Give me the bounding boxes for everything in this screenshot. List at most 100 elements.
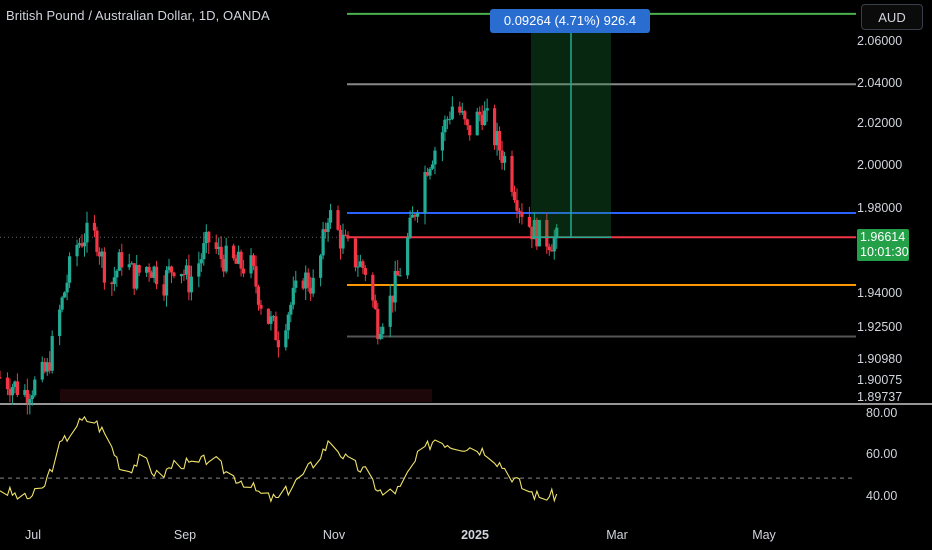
- candle-body: [483, 110, 487, 125]
- candle-body: [150, 272, 154, 278]
- candle-body: [378, 334, 382, 339]
- candle-body: [341, 234, 345, 249]
- candle-body: [458, 106, 462, 113]
- candle-body: [465, 119, 469, 126]
- candle-body: [189, 276, 193, 293]
- price-axis-label: 1.90075: [857, 373, 903, 387]
- candle-body: [336, 210, 340, 230]
- candle-body: [550, 250, 554, 252]
- price-axis-label: 2.02000: [857, 116, 903, 130]
- candle-body: [65, 282, 69, 293]
- candle-body: [428, 168, 432, 176]
- candle-body: [413, 214, 417, 217]
- time-axis-label: Mar: [606, 528, 628, 542]
- candle-body: [415, 213, 420, 217]
- candle-body: [460, 111, 464, 113]
- candle-body: [40, 361, 44, 380]
- time-axis-label: Sep: [173, 528, 197, 542]
- candle-body: [152, 266, 156, 278]
- candle-body: [291, 287, 295, 305]
- candle-body: [319, 255, 323, 278]
- candle-body: [207, 231, 211, 243]
- price-axis-label: 2.00000: [857, 158, 903, 172]
- candle-body: [425, 172, 430, 176]
- candle-body: [326, 222, 330, 232]
- candle-body: [555, 227, 559, 239]
- candle-body: [323, 229, 328, 232]
- rsi-axis-label: 80.00: [866, 406, 898, 420]
- symbol-title: British Pound / Australian Dollar, 1D, O…: [6, 8, 270, 23]
- candle-body: [430, 164, 435, 169]
- candle-body: [363, 268, 367, 275]
- candle-body: [276, 340, 280, 348]
- candle-body: [100, 251, 104, 257]
- time-axis-label: 2025: [461, 528, 489, 542]
- candle-body: [147, 266, 151, 273]
- candle-body: [13, 381, 17, 388]
- candle-body: [204, 231, 208, 244]
- candle-body: [251, 255, 256, 267]
- candle-body: [214, 242, 218, 250]
- candle-body: [234, 258, 238, 264]
- candle-body: [224, 245, 228, 272]
- candle-body: [410, 214, 415, 218]
- candle-body: [199, 259, 203, 264]
- price-axis-label: 2.06000: [857, 34, 903, 48]
- candle-body: [48, 362, 52, 371]
- candle-body: [510, 155, 514, 192]
- candle-body: [338, 229, 343, 249]
- candle-body: [77, 243, 82, 245]
- candle-body: [445, 119, 449, 121]
- candle-body: [164, 270, 169, 296]
- candle-body: [520, 211, 524, 217]
- candle-body: [179, 274, 184, 277]
- candle-body: [552, 238, 556, 252]
- candle-body: [249, 255, 253, 274]
- bar-countdown: 10:01:30: [860, 245, 909, 259]
- candle-body: [343, 234, 348, 236]
- candle-body: [515, 200, 519, 211]
- candle-body: [284, 330, 288, 348]
- candle-body: [137, 265, 141, 273]
- candle-body: [358, 261, 362, 267]
- candle-body: [448, 118, 452, 120]
- candle-body: [346, 235, 350, 239]
- price-axis-label: 1.90980: [857, 352, 903, 366]
- candle-body: [493, 108, 497, 146]
- candle-body: [132, 263, 136, 289]
- candle-body: [391, 295, 395, 303]
- candle-body: [478, 111, 482, 115]
- candle-body: [388, 295, 392, 327]
- candle-body: [112, 277, 116, 285]
- candle-body: [545, 220, 549, 247]
- candle-body: [162, 284, 166, 296]
- currency-button[interactable]: AUD: [861, 4, 923, 30]
- candle-body: [535, 219, 539, 247]
- candle-body: [376, 308, 380, 339]
- candle-body: [184, 265, 189, 275]
- candle-body: [468, 125, 472, 136]
- candle-body: [406, 237, 410, 276]
- candle-body: [495, 131, 499, 146]
- candle-body: [271, 316, 276, 318]
- candle-body: [289, 304, 293, 315]
- rsi-axis-label: 60.00: [866, 447, 898, 461]
- candle-body: [443, 119, 447, 133]
- candle-body: [217, 246, 221, 250]
- candle-body: [197, 263, 201, 277]
- candle-body: [423, 172, 427, 214]
- candle-body: [58, 309, 62, 337]
- candle-body: [167, 266, 171, 271]
- candle-body: [5, 377, 10, 390]
- zone-band: [60, 389, 432, 402]
- candle-body: [502, 155, 507, 163]
- candle-body: [45, 362, 49, 372]
- candle-body: [353, 238, 358, 268]
- candle-body: [25, 389, 29, 403]
- candle-body: [117, 252, 121, 271]
- candle-body: [145, 266, 149, 273]
- rsi-line: [0, 415, 558, 504]
- candle-body: [256, 286, 261, 305]
- price-axis-label: 1.98000: [857, 201, 903, 215]
